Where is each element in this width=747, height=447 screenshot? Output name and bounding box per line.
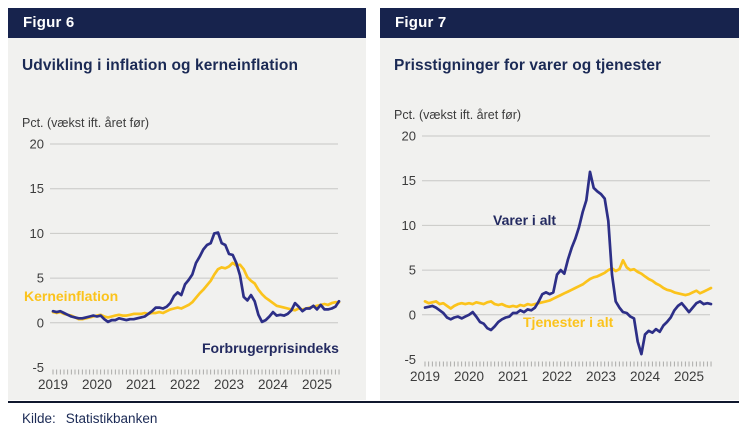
series-label-tjenester-i-alt: Tjenester i alt <box>523 314 614 330</box>
goods-services-chart: Pct. (vækst ift. året før) 20 15 10 5 0 -5 2019… <box>394 108 713 384</box>
y-axis-unit-label: Pct. (vækst ift. året før) <box>22 116 149 130</box>
footer-divider <box>8 401 739 403</box>
series-line-forbrugerprisindeks <box>51 231 341 324</box>
figure7-title: Prisstigninger for varer og tjenester <box>394 57 662 74</box>
x-year-label: 2022 <box>542 369 572 384</box>
x-year-label: 2021 <box>126 377 156 392</box>
x-year-label: 2023 <box>586 369 616 384</box>
figure7-panel: Figur 7 Prisstigninger for varer og tjen… <box>380 8 739 400</box>
x-year-label: 2019 <box>38 377 68 392</box>
y-tick-label: 5 <box>37 271 44 286</box>
y-tick-label: 10 <box>402 218 416 233</box>
figure6-title: Udvikling i inflation og kerneinflation <box>22 57 299 74</box>
figure6-label: Figur 6 <box>23 14 75 31</box>
x-year-label: 2021 <box>498 369 528 384</box>
y-tick-label: 15 <box>30 181 44 196</box>
x-year-label: 2020 <box>454 369 484 384</box>
x-year-label: 2025 <box>302 377 332 392</box>
figure7-header-bar: Figur 7 <box>380 8 739 38</box>
figure7-label: Figur 7 <box>395 14 447 31</box>
figure6-header-bar: Figur 6 <box>8 8 366 38</box>
y-tick-label: 0 <box>409 307 416 322</box>
figure6-panel: Figur 6 Udvikling i inflation og kernein… <box>8 8 366 400</box>
y-tick-label: 20 <box>30 137 44 152</box>
x-year-label: 2020 <box>82 377 112 392</box>
source-value: Statistikbanken <box>65 411 158 426</box>
source-label: Kilde: <box>22 411 56 426</box>
y-tick-label: -5 <box>404 352 416 367</box>
x-year-label: 2019 <box>410 369 440 384</box>
series-label-varer-i-alt: Varer i alt <box>493 212 556 228</box>
y-tick-label: 20 <box>402 129 416 144</box>
y-tick-label: 0 <box>37 315 44 330</box>
x-year-label: 2024 <box>258 377 289 392</box>
x-year-label: 2024 <box>630 369 661 384</box>
y-tick-label: 10 <box>30 226 44 241</box>
inflation-chart: Pct. (vækst ift. året før) 20 15 10 5 0 -5 2019… <box>22 116 341 392</box>
series-line-varer-i-alt <box>423 170 713 356</box>
series-line-tjenester-i-alt <box>423 258 713 310</box>
x-year-label: 2025 <box>674 369 704 384</box>
y-axis-unit-label: Pct. (vækst ift. året før) <box>394 108 521 122</box>
source-note: Kilde: Statistikbanken <box>22 411 167 426</box>
y-tick-label: 15 <box>402 173 416 188</box>
x-year-label: 2023 <box>214 377 244 392</box>
y-tick-label: -5 <box>32 360 44 375</box>
y-tick-label: 5 <box>409 263 416 278</box>
x-year-label: 2022 <box>170 377 200 392</box>
series-label-forbrugerprisindeks: Forbrugerprisindeks <box>202 340 339 356</box>
series-label-kerneinflation: Kerneinflation <box>24 288 118 304</box>
